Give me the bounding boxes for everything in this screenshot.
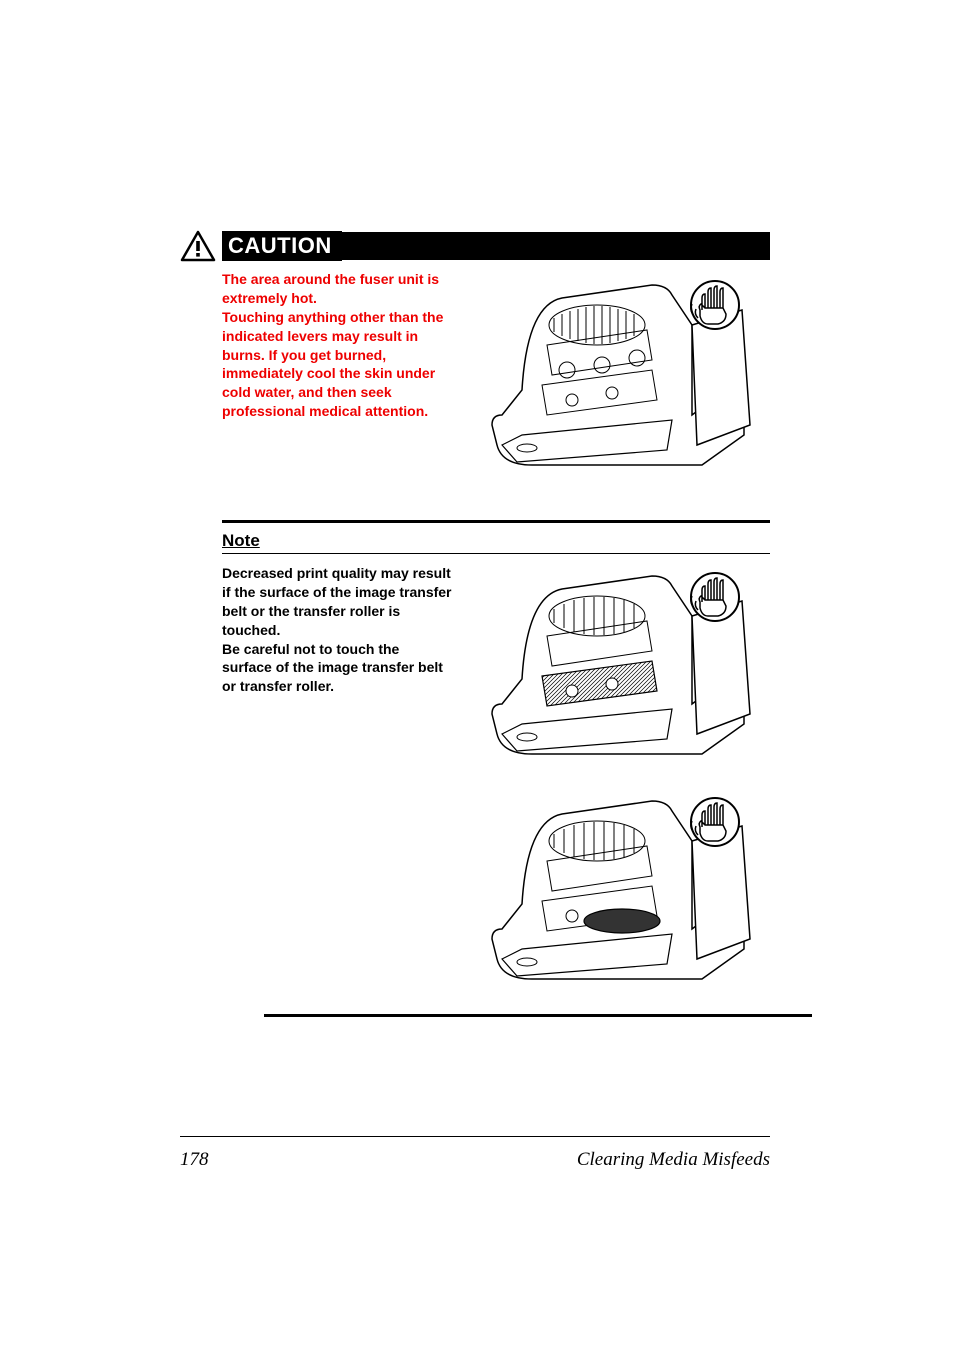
page-number: 178 [180, 1149, 209, 1171]
caution-label: CAUTION [222, 231, 342, 261]
caution-text: The area around the fuser unit is extrem… [222, 270, 452, 480]
caution-header: CAUTION [180, 230, 770, 262]
section-divider [222, 520, 770, 523]
page-footer: 178 Clearing Media Misfeeds [180, 1136, 770, 1171]
footer-title: Clearing Media Misfeeds [577, 1149, 770, 1171]
note-text: Decreased print quality may result if th… [222, 564, 452, 994]
caution-section: CAUTION The area around the fuser unit i… [180, 230, 770, 480]
bottom-divider [264, 1014, 812, 1017]
note-section: Note Decreased print quality may result … [180, 531, 770, 1017]
note-title: Note [222, 531, 770, 551]
note-illustration-1 [472, 564, 752, 769]
warning-triangle-icon [180, 230, 216, 262]
note-illustration-2 [472, 789, 752, 994]
note-underline [222, 553, 770, 554]
caution-bar: CAUTION [222, 232, 770, 260]
caution-illustration [472, 270, 752, 480]
footer-line [180, 1136, 770, 1137]
